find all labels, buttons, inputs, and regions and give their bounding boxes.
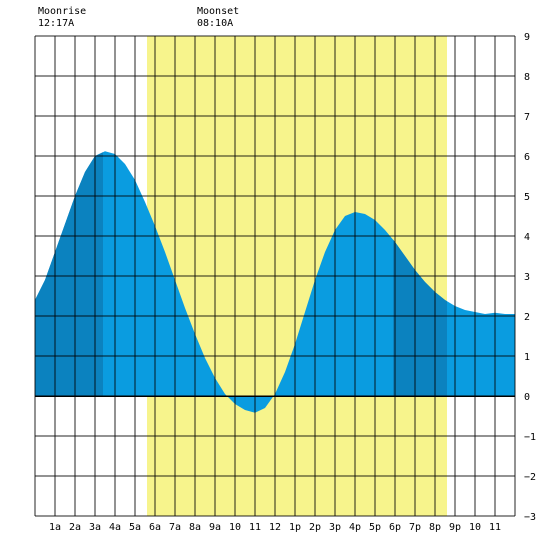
x-tick-label: 2p	[309, 522, 321, 533]
y-tick-label: 3	[524, 272, 530, 283]
y-tick-label: 4	[524, 232, 530, 243]
x-tick-label: 10	[229, 522, 241, 533]
x-tick-label: 9a	[209, 522, 221, 533]
moonrise-title: Moonrise	[38, 6, 87, 17]
y-tick-label: 6	[524, 152, 530, 163]
x-tick-label: 2a	[69, 522, 81, 533]
x-tick-label: 1p	[289, 522, 301, 533]
y-tick-label: −2	[524, 472, 536, 483]
y-tick-label: 8	[524, 72, 530, 83]
x-tick-label: 7p	[409, 522, 421, 533]
x-tick-label: 5a	[129, 522, 141, 533]
moonrise-label: Moonrise 12:17A	[38, 6, 86, 30]
moonset-label: Moonset 08:10A	[197, 6, 239, 30]
y-tick-label: 2	[524, 312, 530, 323]
y-tick-label: 0	[524, 392, 530, 403]
x-tick-label: 6p	[389, 522, 401, 533]
y-tick-label: 1	[524, 352, 530, 363]
x-tick-label: 12	[269, 522, 281, 533]
x-tick-label: 11	[489, 522, 501, 533]
x-tick-label: 4a	[109, 522, 121, 533]
x-tick-label: 8p	[429, 522, 441, 533]
moonset-title: Moonset	[197, 6, 240, 17]
moonrise-time: 12:17A	[38, 18, 75, 29]
x-tick-label: 8a	[189, 522, 201, 533]
x-tick-label: 10	[469, 522, 481, 533]
x-tick-label: 3a	[89, 522, 101, 533]
x-tick-label: 9p	[449, 522, 461, 533]
x-tick-label: 11	[249, 522, 261, 533]
moonset-time: 08:10A	[197, 18, 234, 29]
x-tick-label: 3p	[329, 522, 341, 533]
x-tick-label: 5p	[369, 522, 381, 533]
x-tick-label: 4p	[349, 522, 361, 533]
y-tick-label: −1	[524, 432, 536, 443]
x-tick-label: 1a	[49, 522, 61, 533]
y-tick-label: 5	[524, 192, 530, 203]
x-tick-label: 6a	[149, 522, 161, 533]
y-tick-label: 9	[524, 32, 530, 43]
y-tick-label: −3	[524, 512, 536, 523]
y-tick-label: 7	[524, 112, 530, 123]
x-tick-label: 7a	[169, 522, 181, 533]
